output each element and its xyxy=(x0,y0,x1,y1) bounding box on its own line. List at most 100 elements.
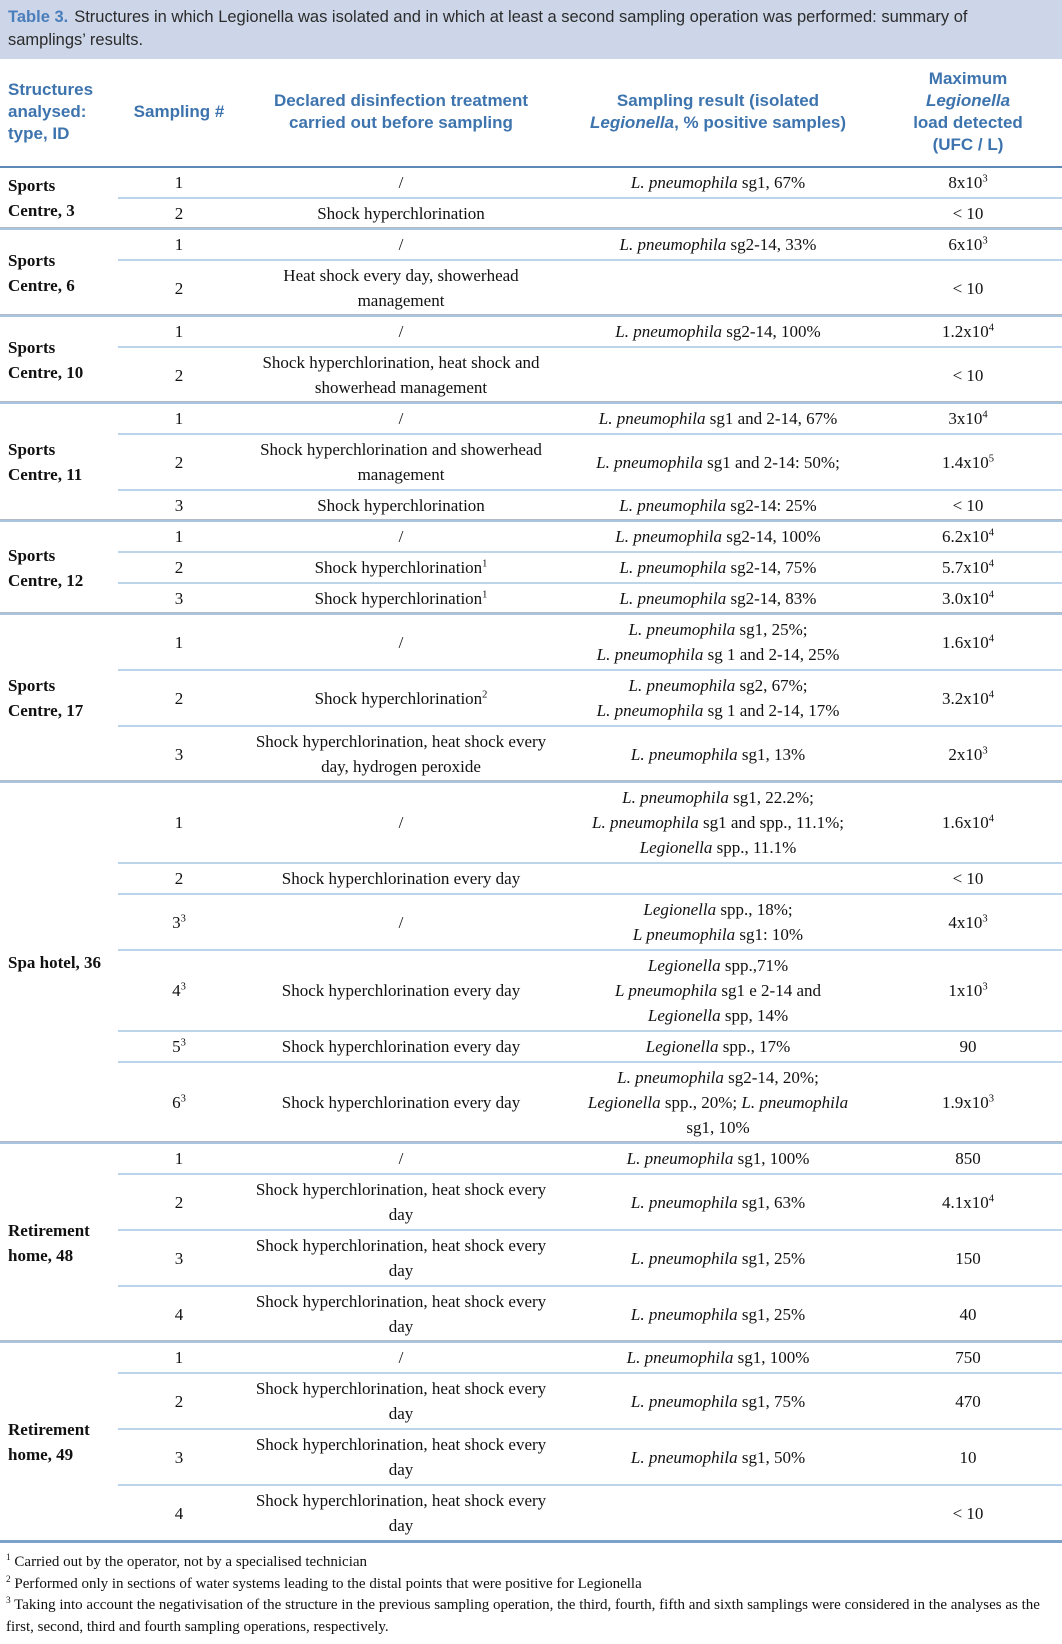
sampling-cell: 43 xyxy=(118,949,240,1030)
result-cell: L. pneumophila sg1, 63% xyxy=(562,1173,874,1229)
table-row: Retirement home, 49 1/L. pneumophila sg1,… xyxy=(0,1341,1062,1464)
treatment-cell: / xyxy=(240,893,562,949)
table-row: 4 Shock hyperchlorination, heat shock eve… xyxy=(0,1285,1062,1341)
treatment-cell: / xyxy=(240,402,562,433)
table-row: 2 Shock hyperchlorination1 L. pneumophila … xyxy=(0,551,1062,582)
treatment-cell: Shock hyperchlorination1 xyxy=(240,551,562,582)
table-caption: Table 3. Structures in which Legionella w… xyxy=(0,0,1062,59)
table-row: Spa hotel, 36 1/L. pneumophila sg1, 22.2%… xyxy=(0,781,1062,972)
table-row: Sports Centre, 12 1/L. pneumophila sg2-14… xyxy=(0,520,1062,590)
result-cell: L. pneumophila sg1, 67% xyxy=(630,173,806,192)
result-cell: L. pneumophila sg1, 100% xyxy=(562,1142,874,1173)
header-row: Structures analysed: type, ID Sampling # Dec… xyxy=(0,59,1062,168)
structure-group: Spa hotel, 36 1/L. pneumophila sg1, 22.2%… xyxy=(0,781,1062,1142)
result-cell: L. pneumophila sg1, 25%; L. pneumophila s… xyxy=(562,613,874,669)
structure-cell: Sports Centre, 17 xyxy=(0,613,118,781)
result-cell: L. pneumophila sg2-14, 75% xyxy=(562,551,874,582)
load-cell: 3.2x104 xyxy=(874,669,1062,725)
sampling-cell: 1 xyxy=(118,1142,240,1173)
result-cell: L. pneumophila sg2-14, 100% xyxy=(562,520,874,551)
treatment-cell: / xyxy=(240,1341,562,1372)
treatment-cell: Shock hyperchlorination1 xyxy=(240,582,562,613)
load-cell: 8x103 xyxy=(948,173,988,192)
table-row: Sports Centre, 3 1 / L. pneumophila sg1, 67… xyxy=(0,168,1062,220)
table-row: 43 Shock hyperchlorination every day Legio… xyxy=(0,949,1062,1030)
sampling-cell: 3 xyxy=(118,582,240,613)
table-row: 2 Shock hyperchlorination every day < 10 xyxy=(0,862,1062,893)
load-cell: < 10 xyxy=(874,197,1062,228)
treatment-cell: Shock hyperchlorination, heat shock ever… xyxy=(240,1428,562,1484)
treatment-cell: Shock hyperchlorination, heat shock and … xyxy=(240,346,562,402)
sampling-cell: 1 xyxy=(118,613,240,669)
sampling-cell: 53 xyxy=(118,1030,240,1061)
result-cell: L. pneumophila sg1, 100% xyxy=(562,1341,874,1372)
treatment-cell: Shock hyperchlorination every day xyxy=(240,862,562,893)
treatment-cell: Shock hyperchlorination, heat shock ever… xyxy=(240,725,562,781)
table-row: 3 Shock hyperchlorination1 L. pneumophila … xyxy=(0,582,1062,613)
treatment-cell: Shock hyperchlorination xyxy=(240,197,562,228)
structure-group: Sports Centre, 10 1/L. pneumophila sg2-14… xyxy=(0,315,1062,402)
table-row: 2 Shock hyperchlorination, heat shock and… xyxy=(0,346,1062,402)
footnote: 2 Performed only in sections of water sy… xyxy=(6,1574,642,1592)
load-cell: 6x103 xyxy=(874,228,1062,259)
treatment-cell: Heat shock every day, showerhead managem… xyxy=(240,259,562,315)
load-cell: 1.6x104 xyxy=(874,781,1062,862)
table-row: 4 Shock hyperchlorination, heat shock eve… xyxy=(0,1484,1062,1540)
sampling-cell: 2 xyxy=(118,669,240,725)
load-cell: 40 xyxy=(874,1285,1062,1341)
table-row: 2 Shock hyperchlorination, heat shock eve… xyxy=(0,1372,1062,1428)
structure-cell: Sports Centre, 12 xyxy=(0,520,118,613)
table-row: 63 Shock hyperchlorination every day L. pn… xyxy=(0,1061,1062,1142)
treatment-cell: / xyxy=(240,1142,562,1173)
table-row: 2 Shock hyperchlorination, heat shock eve… xyxy=(0,1173,1062,1229)
result-cell xyxy=(562,346,874,402)
result-cell: L. pneumophila sg1 and 2-14, 67% xyxy=(562,402,874,433)
result-cell: Legionella spp., 17% xyxy=(562,1030,874,1061)
load-cell: 850 xyxy=(874,1142,1062,1173)
sampling-cell: 1 xyxy=(118,1341,240,1372)
load-cell: 470 xyxy=(874,1372,1062,1428)
table-row: Retirement home, 48 1/L. pneumophila sg1,… xyxy=(0,1142,1062,1265)
load-cell: < 10 xyxy=(874,489,1062,520)
result-cell: L. pneumophila sg1, 75% xyxy=(562,1372,874,1428)
sampling-cell: 63 xyxy=(118,1061,240,1142)
structure-group: Retirement home, 49 1/L. pneumophila sg1,… xyxy=(0,1341,1062,1540)
load-cell: 150 xyxy=(874,1229,1062,1285)
result-cell xyxy=(562,1484,874,1540)
table-row: 2 Shock hyperchlorination < 10 xyxy=(0,197,1062,228)
column-header-sampling: Sampling # xyxy=(118,59,240,168)
treatment-cell: Shock hyperchlorination, heat shock ever… xyxy=(240,1173,562,1229)
result-cell: L. pneumophila sg2-14, 100% xyxy=(562,315,874,346)
sampling-cell: 1 xyxy=(118,228,240,259)
sampling-cell: 4 xyxy=(118,1285,240,1341)
treatment-cell: / xyxy=(240,520,562,551)
caption-text: Structures in which Legionella was isola… xyxy=(8,8,968,49)
structure-cell: Spa hotel, 36 xyxy=(0,781,118,1142)
structure-cell: Sports Centre, 3 xyxy=(8,176,75,220)
result-cell: L. pneumophila sg2-14, 20%; Legionella sp… xyxy=(562,1061,874,1142)
treatment-cell: / xyxy=(240,613,562,669)
results-table: Structures analysed: type, ID Sampling # Dec… xyxy=(0,59,1062,1543)
treatment-cell: Shock hyperchlorination every day xyxy=(240,1061,562,1142)
result-cell: L. pneumophila sg2-14: 25% xyxy=(562,489,874,520)
structure-group: Sports Centre, 6 1/L. pneumophila sg2-14,… xyxy=(0,228,1062,315)
sampling-cell: 2 xyxy=(118,197,240,228)
result-cell: L. pneumophila sg1, 22.2%; L. pneumophila… xyxy=(562,781,874,862)
treatment-cell: / xyxy=(240,228,562,259)
table-row: Sports Centre, 17 1/L. pneumophila sg1, 2… xyxy=(0,613,1062,720)
sampling-cell: 2 xyxy=(118,551,240,582)
treatment-cell: Shock hyperchlorination, heat shock ever… xyxy=(240,1229,562,1285)
footnote: 3 Taking into account the negativisation… xyxy=(6,1596,1040,1635)
load-cell: < 10 xyxy=(874,346,1062,402)
treatment-cell: Shock hyperchlorination, heat shock ever… xyxy=(240,1484,562,1540)
load-cell: 1.6x104 xyxy=(874,613,1062,669)
structure-cell: Sports Centre, 11 xyxy=(0,402,118,520)
sampling-cell: 2 xyxy=(118,862,240,893)
column-header-load: Maximum Legionella load detected (UFC / L) xyxy=(874,59,1062,168)
load-cell: 5.7x104 xyxy=(874,551,1062,582)
sampling-cell: 4 xyxy=(118,1484,240,1540)
table-row: 3 Shock hyperchlorination, heat shock eve… xyxy=(0,725,1062,781)
column-header-treatment: Declared disinfection treatment carried o… xyxy=(240,59,562,168)
load-cell: 90 xyxy=(874,1030,1062,1061)
sampling-cell: 3 xyxy=(118,725,240,781)
